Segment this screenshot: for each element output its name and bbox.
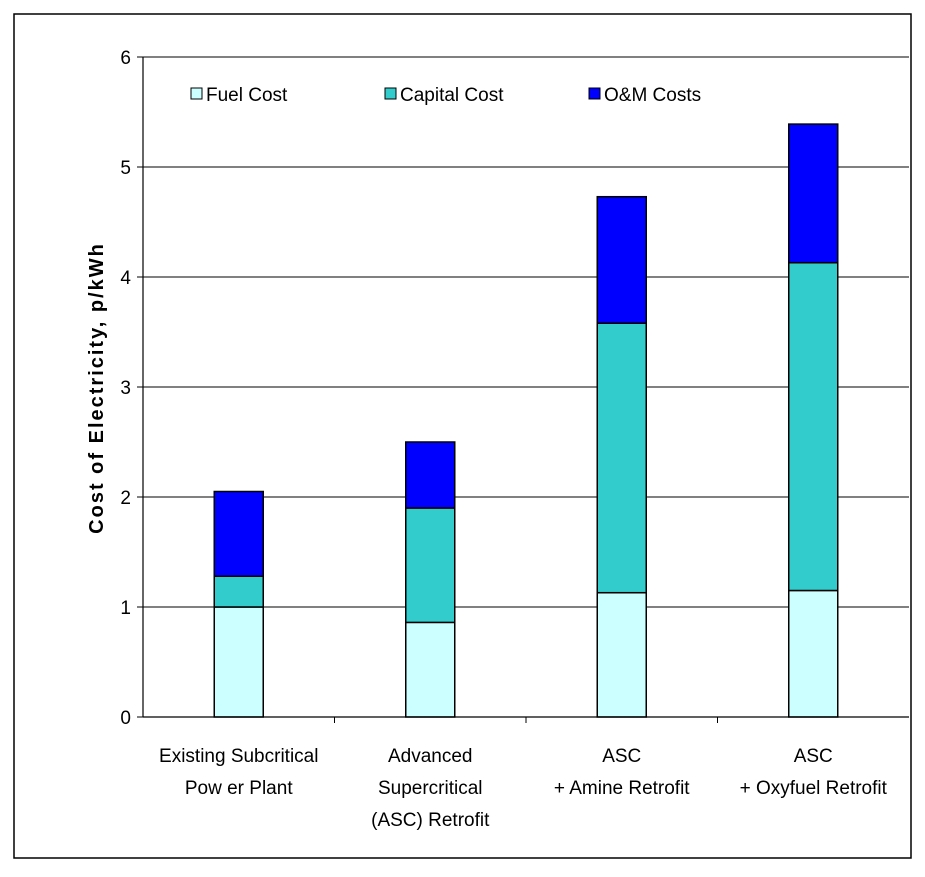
bar-segment-o-m-costs — [405, 441, 456, 509]
category-label: Supercritical — [378, 778, 483, 799]
legend-swatch — [384, 87, 397, 100]
legend: Fuel Cost Capital Cost O&M Costs — [190, 85, 701, 106]
category-label: ASC — [602, 746, 641, 767]
bar-segment-o-m-costs — [213, 490, 264, 577]
bar-segment-fuel-cost — [405, 621, 456, 718]
outer-border — [13, 13, 912, 859]
bar-segment-fuel-cost — [596, 591, 647, 718]
category-label: ASC — [794, 746, 833, 767]
axes: 0 1 2 3 4 5 6 — [120, 48, 909, 729]
category-label: Existing Subcritical — [159, 746, 318, 767]
category-label: Advanced — [388, 746, 473, 767]
y-tick-label: 4 — [120, 268, 131, 289]
category-label: (ASC) Retrofit — [371, 810, 490, 831]
legend-label: O&M Costs — [604, 85, 701, 106]
bars — [213, 123, 839, 718]
bar-segment-o-m-costs — [788, 123, 839, 264]
y-tick-label: 2 — [120, 488, 131, 509]
y-tick-label: 1 — [120, 598, 131, 619]
category-label: + Oxyfuel Retrofit — [740, 778, 888, 799]
legend-label: Fuel Cost — [206, 85, 288, 106]
legend-swatch — [190, 87, 203, 100]
category-labels: Existing Subcritical Pow er Plant Advanced… — [159, 746, 888, 831]
bar-segment-capital-cost — [405, 507, 456, 624]
category-label: Pow er Plant — [185, 778, 293, 799]
bar-segment-fuel-cost — [788, 589, 839, 718]
bar-segment-capital-cost — [213, 575, 264, 608]
legend-swatch — [588, 87, 601, 100]
y-tick-label: 3 — [120, 378, 131, 399]
bar-segment-capital-cost — [596, 322, 647, 594]
bar-segment-o-m-costs — [596, 195, 647, 324]
y-axis-title: Cost of Electricity, p/kWh — [86, 242, 108, 534]
y-tick-label: 5 — [120, 158, 131, 179]
category-label: + Amine Retrofit — [554, 778, 690, 799]
legend-label: Capital Cost — [400, 85, 504, 106]
bar-segment-capital-cost — [788, 261, 839, 592]
gridlines — [143, 56, 909, 608]
y-tick-label: 0 — [120, 708, 131, 729]
bar-segment-fuel-cost — [213, 606, 264, 718]
y-tick-label: 6 — [120, 48, 131, 69]
